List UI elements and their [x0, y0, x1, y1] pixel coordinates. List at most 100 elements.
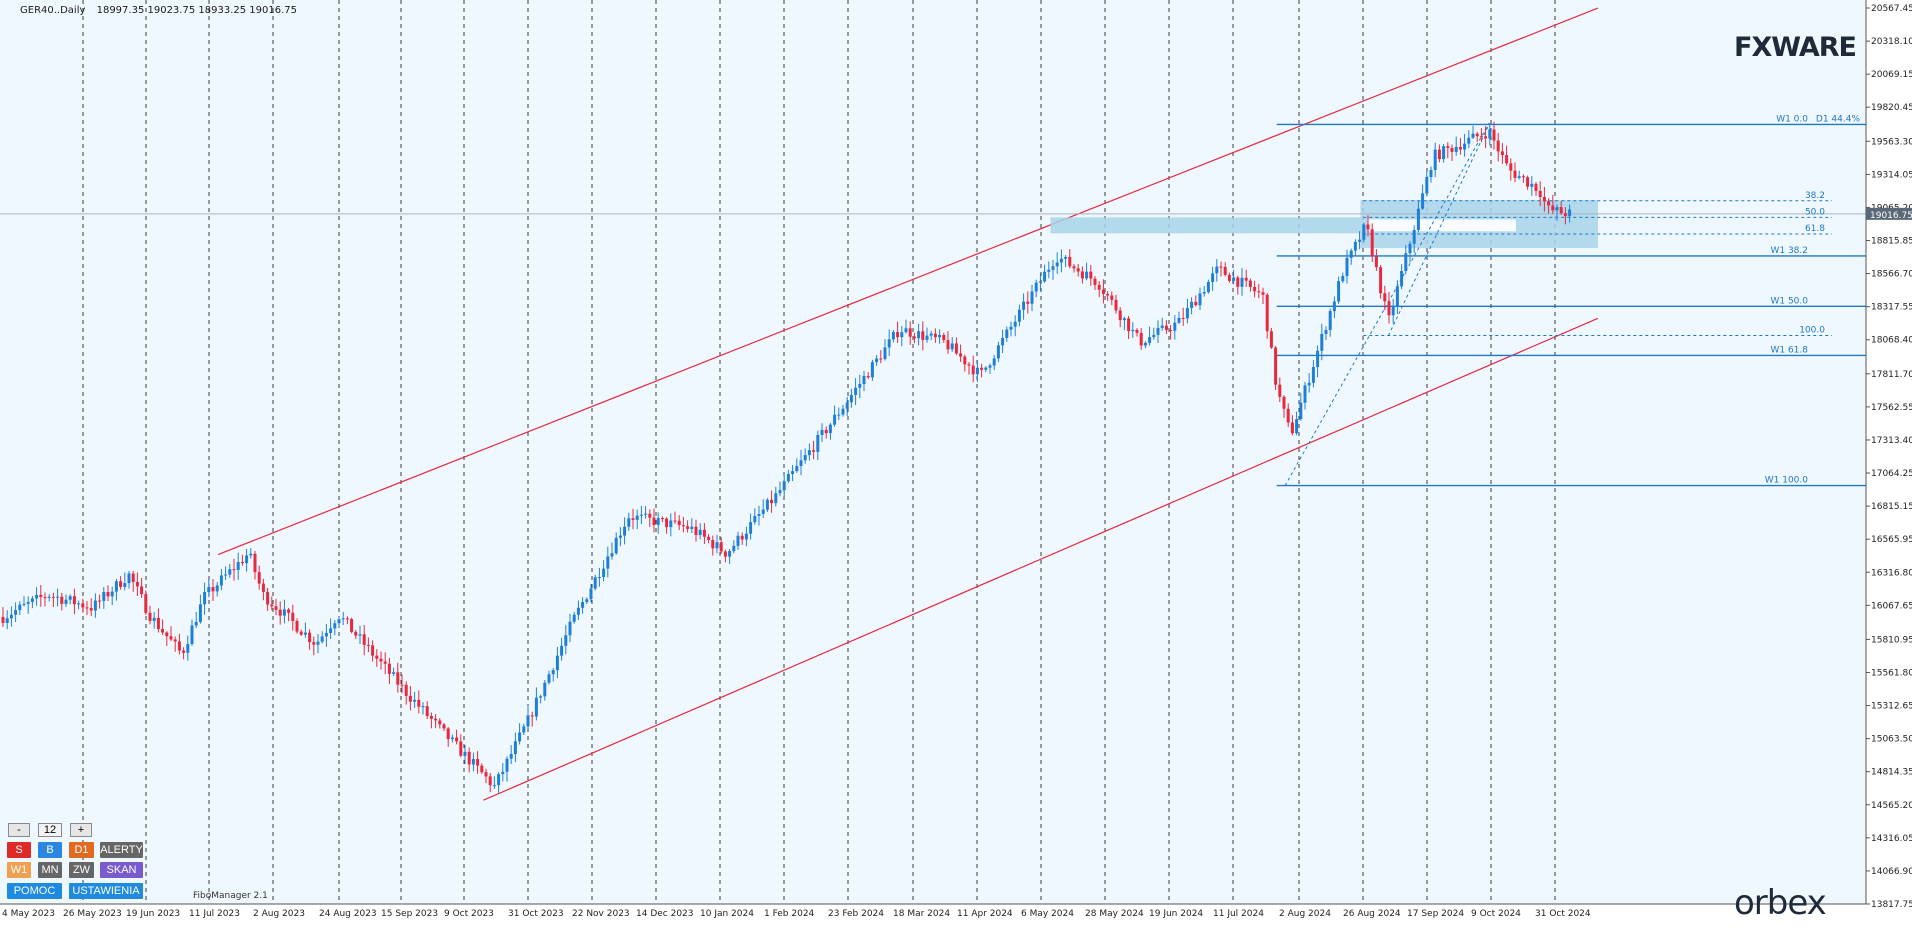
candle-body	[5, 618, 9, 623]
candle-body	[568, 621, 572, 636]
time-tick-label: 15 Sep 2023	[381, 909, 438, 919]
candle-body	[1017, 309, 1021, 322]
candle-body	[1513, 170, 1517, 178]
candle-body	[984, 367, 988, 370]
candle-body	[362, 634, 366, 645]
symbol-header: GER40..Daily 18997.35 19023.75 18933.25 …	[20, 5, 297, 16]
candle-body	[534, 697, 538, 717]
price-tick-label: 18815.85	[1871, 237, 1912, 247]
candle-body	[807, 450, 811, 456]
candle-body	[921, 331, 925, 340]
candle-body	[1526, 177, 1530, 187]
candle-body	[169, 636, 173, 640]
candle-body	[1484, 136, 1488, 139]
candle-body	[891, 332, 895, 340]
channel-lower-line	[483, 317, 1599, 801]
buy-button[interactable]: B	[38, 842, 62, 858]
candle-body	[371, 645, 375, 656]
candle-body	[1122, 318, 1126, 321]
candle-body	[912, 336, 916, 339]
time-tick-label: 9 Oct 2024	[1471, 909, 1521, 919]
candle-body	[282, 609, 286, 616]
time-tick-label: 9 Oct 2023	[444, 909, 494, 919]
tool-label: FiboManager 2.1	[193, 891, 268, 901]
scan-button[interactable]: SKAN	[100, 862, 143, 878]
w1-button[interactable]: W1	[7, 862, 31, 878]
candle-body	[413, 699, 417, 702]
candle-body	[253, 553, 257, 573]
candle-body	[81, 603, 85, 608]
candle-body	[1261, 292, 1265, 295]
candle-body	[1265, 294, 1269, 332]
zw-button[interactable]: ZW	[69, 862, 94, 878]
decrease-button[interactable]: -	[8, 823, 30, 837]
candle-body	[434, 718, 438, 721]
candle-body	[715, 542, 719, 549]
increase-button[interactable]: +	[70, 823, 92, 837]
alerts-button[interactable]: ALERTY	[100, 842, 143, 858]
settings-button[interactable]: USTAWIENIA	[69, 883, 143, 899]
candle-body	[875, 358, 879, 363]
candle-body	[354, 631, 358, 636]
candle-body	[841, 408, 845, 415]
candle-body	[463, 751, 467, 756]
candle-body	[488, 776, 492, 786]
candle-body	[866, 375, 870, 378]
candle-body	[261, 583, 265, 592]
candle-body	[522, 726, 526, 733]
candle-body	[1177, 317, 1181, 323]
candle-body	[828, 424, 832, 434]
candle-body	[198, 604, 202, 622]
candle-body	[707, 536, 711, 541]
candle-body	[1341, 276, 1345, 282]
candle-body	[1118, 310, 1122, 321]
help-button[interactable]: POMOC	[7, 883, 62, 899]
price-tick-label: 15810.95	[1871, 635, 1912, 645]
fibo-label-w1-618: W1 61.8	[1770, 345, 1808, 355]
candle-body	[291, 612, 295, 621]
candle-body	[1568, 209, 1572, 217]
candle-body	[1038, 281, 1042, 283]
candle-body	[610, 553, 614, 557]
price-tick-label: 19820.45	[1871, 103, 1912, 113]
candle-body	[333, 623, 337, 629]
candle-body	[1089, 271, 1093, 279]
candle-body	[925, 335, 929, 340]
time-tick-label: 26 Aug 2024	[1343, 909, 1401, 919]
candle-body	[266, 591, 270, 605]
candle-body	[551, 670, 555, 675]
candle-body	[287, 609, 291, 613]
candle-body	[799, 460, 803, 467]
candle-body	[908, 328, 912, 337]
candle-body	[392, 672, 396, 674]
price-tick-label: 13817.75	[1871, 900, 1912, 910]
candle-body	[786, 474, 790, 482]
price-tick-label: 18317.55	[1871, 303, 1912, 313]
candle-body	[56, 596, 60, 598]
mn-button[interactable]: MN	[38, 862, 62, 878]
time-tick-label: 1 Feb 2024	[764, 909, 815, 919]
candle-body	[656, 518, 660, 526]
candle-body	[387, 663, 391, 674]
candle-body	[1076, 268, 1080, 272]
candle-body	[1349, 250, 1353, 258]
candle-body	[812, 450, 816, 452]
candle-body	[1064, 256, 1068, 259]
candle-body	[1206, 281, 1210, 293]
candle-body	[1463, 143, 1467, 150]
candle-body	[1059, 258, 1063, 263]
d1-button[interactable]: D1	[69, 842, 94, 858]
sell-button[interactable]: S	[7, 842, 31, 858]
candle-body	[950, 343, 954, 350]
time-tick-label: 28 May 2024	[1085, 909, 1144, 919]
candle-body	[119, 581, 123, 587]
fibo-label-d1-382: 38.2	[1805, 191, 1825, 201]
candle-body	[1479, 136, 1483, 138]
candle-body	[1013, 321, 1017, 327]
candle-body	[896, 332, 900, 338]
fibo-zone-gap	[1368, 219, 1516, 232]
candle-body	[1370, 229, 1374, 257]
candle-body	[329, 628, 333, 633]
